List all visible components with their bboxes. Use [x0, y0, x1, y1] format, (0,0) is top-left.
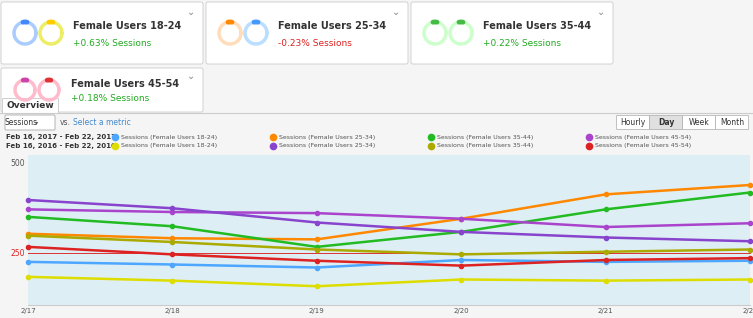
Text: Female Users 45-54: Female Users 45-54 — [71, 79, 179, 89]
Text: ⌄: ⌄ — [187, 7, 195, 17]
Text: Sessions (Female Users 35-44): Sessions (Female Users 35-44) — [437, 135, 533, 140]
Text: Sessions (Female Users 45-54): Sessions (Female Users 45-54) — [595, 143, 691, 149]
Text: 500: 500 — [11, 159, 25, 168]
Text: Week: Week — [689, 118, 709, 127]
Text: Sessions (Female Users 18-24): Sessions (Female Users 18-24) — [121, 135, 217, 140]
Text: Hourly: Hourly — [620, 118, 645, 127]
Text: +0.63% Sessions: +0.63% Sessions — [73, 39, 151, 48]
Text: 250: 250 — [11, 249, 25, 258]
FancyBboxPatch shape — [715, 115, 748, 129]
Text: Sessions (Female Users 35-44): Sessions (Female Users 35-44) — [437, 143, 533, 149]
Text: vs.: vs. — [60, 118, 71, 127]
Text: Female Users 25-34: Female Users 25-34 — [278, 21, 386, 31]
Text: -0.23% Sessions: -0.23% Sessions — [278, 39, 352, 48]
Text: 2/17: 2/17 — [20, 308, 36, 314]
Text: ▾: ▾ — [35, 120, 38, 125]
FancyBboxPatch shape — [206, 2, 408, 64]
Text: 2/20: 2/20 — [453, 308, 469, 314]
Text: 2/21: 2/21 — [598, 308, 614, 314]
FancyBboxPatch shape — [650, 115, 682, 129]
Text: ⌄: ⌄ — [597, 7, 605, 17]
Text: ⌄: ⌄ — [187, 71, 195, 81]
FancyBboxPatch shape — [411, 2, 613, 64]
Text: Sessions (Female Users 25-34): Sessions (Female Users 25-34) — [279, 143, 375, 149]
Text: Feb 16, 2016 - Feb 22, 2016:: Feb 16, 2016 - Feb 22, 2016: — [6, 143, 118, 149]
Text: Month: Month — [720, 118, 744, 127]
Text: Feb 16, 2017 - Feb 22, 2017:: Feb 16, 2017 - Feb 22, 2017: — [6, 134, 119, 140]
Text: Sessions (Female Users 18-24): Sessions (Female Users 18-24) — [121, 143, 217, 149]
Text: Sessions: Sessions — [5, 118, 38, 127]
FancyBboxPatch shape — [1, 68, 203, 112]
Bar — [28, 155, 750, 305]
Text: +0.18% Sessions: +0.18% Sessions — [71, 94, 149, 103]
FancyBboxPatch shape — [2, 99, 59, 114]
FancyBboxPatch shape — [682, 115, 715, 129]
Text: Sessions (Female Users 25-34): Sessions (Female Users 25-34) — [279, 135, 375, 140]
FancyBboxPatch shape — [5, 115, 55, 130]
Text: 2/22: 2/22 — [742, 308, 753, 314]
Text: 2/18: 2/18 — [164, 308, 180, 314]
FancyBboxPatch shape — [1, 2, 203, 64]
Text: Day: Day — [658, 118, 674, 127]
Text: Sessions (Female Users 45-54): Sessions (Female Users 45-54) — [595, 135, 691, 140]
Text: Overview: Overview — [6, 101, 54, 110]
FancyBboxPatch shape — [617, 115, 650, 129]
Text: Female Users 18-24: Female Users 18-24 — [73, 21, 181, 31]
Text: +0.22% Sessions: +0.22% Sessions — [483, 39, 561, 48]
Text: Select a metric: Select a metric — [73, 118, 131, 127]
Text: Female Users 35-44: Female Users 35-44 — [483, 21, 591, 31]
Text: ⌄: ⌄ — [392, 7, 400, 17]
Text: 2/19: 2/19 — [309, 308, 325, 314]
